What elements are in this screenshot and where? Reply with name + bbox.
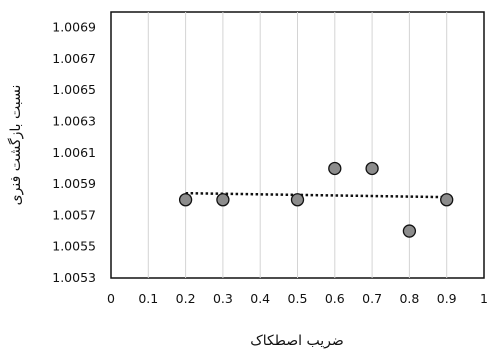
data-point [365,161,379,176]
y-tick-label: 1.0061 [52,145,96,160]
data-points [178,161,454,238]
data-point [402,224,417,238]
x-tick-label: 0.6 [325,291,345,306]
data-point [440,193,454,207]
data-point [178,193,193,207]
x-tick-label: 1 [480,291,488,306]
x-tick-label: 0 [107,291,115,306]
data-point [216,193,230,207]
y-tick-label: 1.0069 [52,20,96,35]
x-tick-label: 0.3 [213,291,233,306]
x-tick-labels: 0 0.1 0.2 0.3 0.4 0.5 0.6 0.7 0.8 0.9 1 [107,291,488,306]
y-tick-labels: 1.0053 1.0055 1.0057 1.0059 1.0061 1.0063 1.00… [52,20,96,285]
data-point [328,161,342,176]
trendline [185,191,447,199]
y-tick-label: 1.0063 [52,114,96,129]
y-tick-label: 1.0059 [52,176,96,191]
y-tick-label: 1.0057 [52,207,96,222]
y-tick-label: 1.0053 [52,270,96,285]
x-tick-label: 0.2 [176,291,196,306]
y-tick-label: 1.0065 [52,82,96,97]
x-tick-label: 0.4 [250,291,270,306]
x-tick-label: 0.9 [437,291,457,306]
x-tick-label: 0.8 [399,291,419,306]
trendline-path [185,191,447,199]
y-tick-label: 1.0067 [52,51,96,66]
x-tick-label: 0.5 [288,291,308,306]
grid-lines [147,12,448,278]
x-tick-label: 0.1 [138,291,158,306]
y-axis-title: نسبت بازگشت فنری [7,85,24,206]
data-point [290,193,305,207]
x-tick-label: 0.7 [362,291,382,306]
y-tick-label: 1.0055 [52,239,96,254]
x-axis-title: ضریب اصطکاک [250,333,344,349]
